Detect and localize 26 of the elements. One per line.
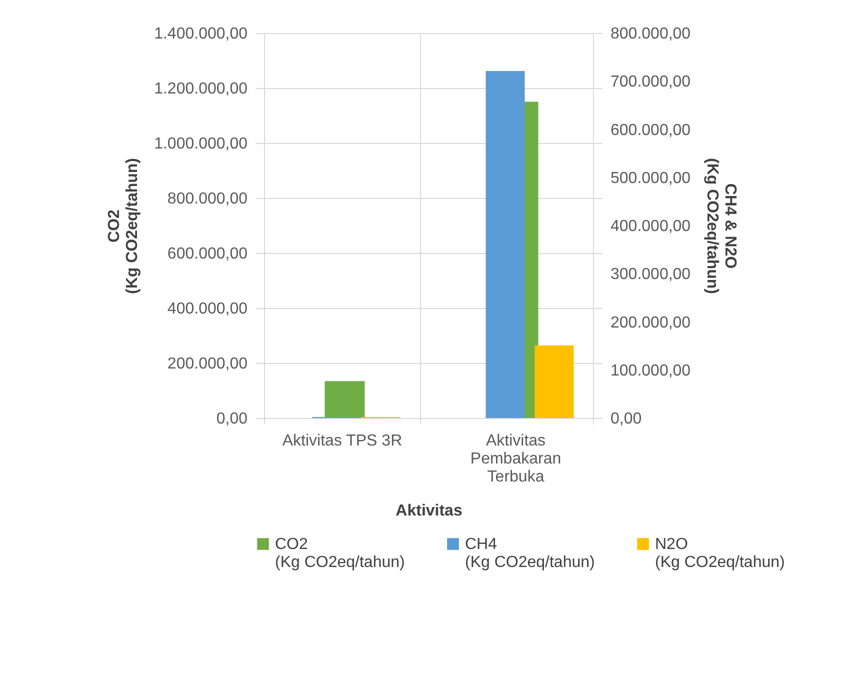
x-tick-label: Aktivitas Pembakaran Terbuka	[470, 432, 562, 486]
y2-tick-label: 100.000,00	[610, 362, 691, 380]
y-tick-label: 800.000,00	[167, 190, 248, 208]
y-tick-label: 600.000,00	[167, 246, 248, 262]
y-tick-label: 400.000,00	[167, 300, 248, 318]
y2-tick-label: 400.000,00	[610, 218, 691, 235]
y-tick-label: 0,00	[216, 410, 248, 428]
y2-tick-label: 800.000,00	[610, 26, 691, 42]
y-tick-label: 1.000.000,00	[154, 136, 248, 152]
legend-label: N2O (Kg CO2eq/tahun)	[655, 536, 785, 571]
y2-tick-label: 300.000,00	[610, 266, 691, 284]
bar	[534, 345, 574, 418]
y2-tick-label: 200.000,00	[610, 314, 691, 332]
y-axis-title: CO2 (Kg CO2eq/tahun)	[106, 158, 142, 294]
y-tick-label: 1.400.000,00	[154, 26, 248, 42]
y2-tick-label: 700.000,00	[610, 74, 691, 91]
y2-tick-label: 600.000,00	[610, 122, 691, 139]
x-axis-title: Aktivitas	[396, 502, 462, 520]
y-tick-label: 1.200.000,00	[154, 80, 248, 98]
y2-axis-title: CH4 & N2O (Kg CO2eq/tahun)	[704, 158, 739, 294]
legend-label: CO2 (Kg CO2eq/tahun)	[275, 536, 405, 571]
y-tick-label: 200.000,00	[167, 356, 248, 372]
legend-label: CH4 (Kg CO2eq/tahun)	[465, 536, 595, 571]
y2-tick-label: 0,00	[610, 410, 642, 428]
x-tick-label: Aktivitas TPS 3R	[282, 432, 402, 450]
y2-tick-label: 500.000,00	[610, 170, 691, 187]
